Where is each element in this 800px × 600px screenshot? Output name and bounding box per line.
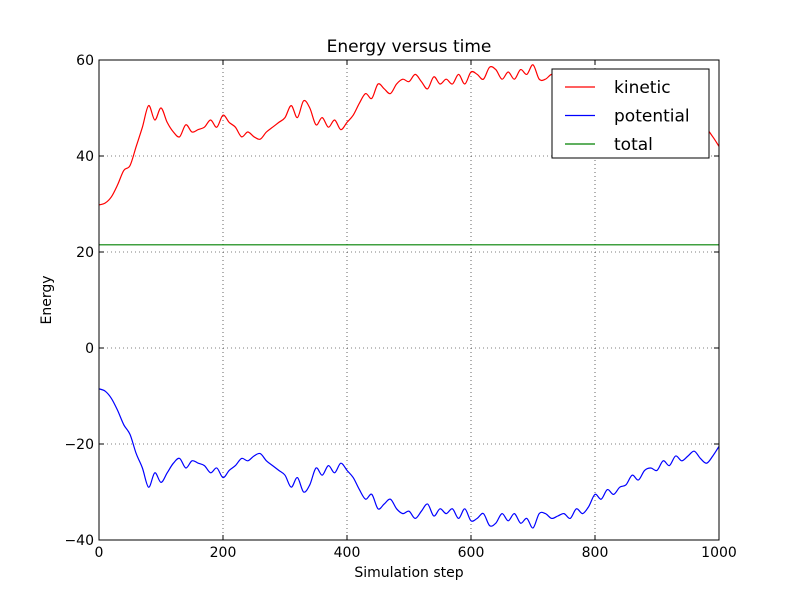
y-tick-label: 40 <box>76 149 94 165</box>
x-tick-label: 0 <box>95 545 104 561</box>
x-axis-label: Simulation step <box>354 565 463 581</box>
x-tick-label: 1000 <box>701 545 737 561</box>
plot-frame <box>98 59 720 541</box>
legend-label-potential: potential <box>614 107 690 127</box>
x-tick-label: 800 <box>582 545 609 561</box>
legend-label-total: total <box>614 135 653 155</box>
series-line-potential <box>98 388 720 529</box>
x-tick-label: 200 <box>210 545 237 561</box>
x-tick-label: 600 <box>458 545 485 561</box>
legend-label-kinetic: kinetic <box>614 78 671 98</box>
y-tick-label: −20 <box>64 437 94 453</box>
y-axis-label: Energy <box>39 275 55 324</box>
axis-ticks: 0 200 400 600 800 1000 −40 −20 0 20 40 60 <box>64 53 736 561</box>
y-tick-label: 0 <box>85 341 94 357</box>
chart-title: Energy versus time <box>327 37 492 57</box>
y-tick-label: 60 <box>76 53 94 69</box>
x-tick-label: 400 <box>334 545 361 561</box>
legend-box <box>551 68 710 159</box>
y-tick-label: 20 <box>76 245 94 261</box>
legend: kinetic potential total <box>551 68 710 159</box>
y-tick-label: −40 <box>64 533 94 549</box>
